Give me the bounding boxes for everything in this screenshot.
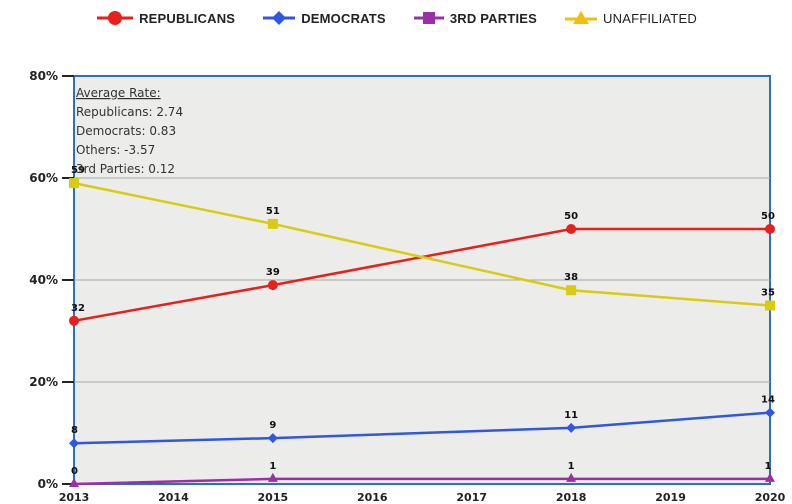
x-tick-label: 2017 <box>456 491 487 504</box>
legend-marker-3rd-parties <box>413 12 444 24</box>
data-point-unaffiliated <box>69 178 79 189</box>
x-tick-label: 2015 <box>258 491 289 504</box>
legend-item-3rd-parties[interactable]: 3RD PARTIES <box>412 10 537 26</box>
series-line-unaffiliated <box>73 181 771 307</box>
data-label-unaffiliated: 35 <box>761 288 775 299</box>
x-tick-label: 2019 <box>655 491 686 504</box>
x-tick-label: 2020 <box>755 491 786 504</box>
data-point-3rd-parties <box>566 472 577 482</box>
y-tick-label: 0% <box>38 477 58 491</box>
x-tick-label: 2014 <box>158 491 189 504</box>
legend-marker-republicans <box>97 11 134 25</box>
data-label-3rd-parties: 1 <box>269 461 276 472</box>
data-label-republicans: 32 <box>71 303 85 314</box>
data-point-republicans <box>69 315 79 326</box>
y-tick-label: 20% <box>29 375 58 389</box>
data-point-3rd-parties <box>69 478 79 487</box>
x-tick-label: 2016 <box>357 491 388 504</box>
data-point-3rd-parties <box>267 472 278 482</box>
data-point-democrats <box>765 407 775 418</box>
series-line-democrats <box>73 411 771 445</box>
data-label-3rd-parties: 1 <box>765 461 772 472</box>
x-tick-label: 2018 <box>556 491 587 504</box>
annotation-line: Democrats: 0.83 <box>76 124 176 138</box>
data-point-unaffiliated <box>267 218 278 229</box>
legend-marker-unaffiliated <box>565 11 598 24</box>
data-point-republicans <box>566 224 577 234</box>
data-label-democrats: 11 <box>564 410 578 421</box>
data-label-democrats: 9 <box>269 420 276 431</box>
legend-label-republicans: REPUBLICANS <box>139 10 236 26</box>
data-label-democrats: 8 <box>71 425 78 436</box>
data-point-democrats <box>267 433 278 444</box>
annotation-line: Republicans: 2.74 <box>76 105 183 119</box>
data-point-3rd-parties <box>765 472 775 482</box>
data-label-unaffiliated: 38 <box>564 272 578 283</box>
data-label-republicans: 39 <box>266 267 280 278</box>
x-tick-label: 2013 <box>59 491 90 504</box>
data-point-unaffiliated <box>566 285 577 296</box>
data-label-3rd-parties: 1 <box>568 461 575 472</box>
data-label-unaffiliated: 59 <box>71 165 85 176</box>
data-point-democrats <box>69 438 79 449</box>
legend-item-unaffiliated[interactable]: UNAFFILIATED <box>563 10 697 26</box>
legend-label-democrats: DEMOCRATS <box>301 10 386 26</box>
data-point-republicans <box>765 224 775 234</box>
y-tick-label: 40% <box>29 273 58 287</box>
legend-label-3rd-parties: 3RD PARTIES <box>449 10 538 26</box>
annotation-heading: Average Rate: <box>76 86 161 100</box>
data-label-democrats: 14 <box>761 395 775 406</box>
data-point-unaffiliated <box>765 300 775 311</box>
data-label-unaffiliated: 51 <box>266 206 280 217</box>
y-tick-label: 80% <box>29 69 58 83</box>
series-line-3rd-parties <box>73 477 770 486</box>
data-label-republicans: 50 <box>761 211 775 222</box>
data-point-republicans <box>267 280 278 291</box>
data-label-republicans: 50 <box>564 211 578 222</box>
legend-label-unaffiliated: UNAFFILIATED <box>603 10 697 26</box>
legend-item-democrats[interactable]: DEMOCRATS <box>261 10 386 26</box>
y-tick-label: 60% <box>29 171 58 185</box>
annotation-line: Others: -3.57 <box>76 143 155 157</box>
legend-item-republicans[interactable]: REPUBLICANS <box>95 10 235 26</box>
chart-legend: REPUBLICANS DEMOCRATS 3RD PARTIES UNAFFI… <box>0 6 792 30</box>
legend-marker-democrats <box>263 11 296 25</box>
data-label-3rd-parties: 0 <box>71 466 78 477</box>
annotation-line: 3rd Parties: 0.12 <box>76 162 175 176</box>
data-point-democrats <box>566 422 577 433</box>
